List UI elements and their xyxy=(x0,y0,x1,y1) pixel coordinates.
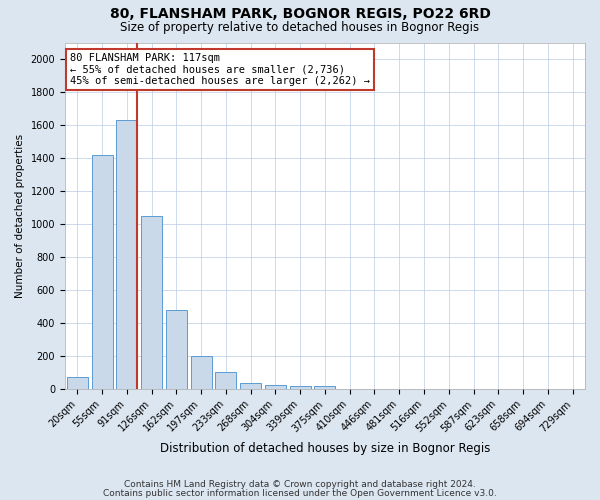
Bar xyxy=(141,216,162,389)
Text: 80, FLANSHAM PARK, BOGNOR REGIS, PO22 6RD: 80, FLANSHAM PARK, BOGNOR REGIS, PO22 6R… xyxy=(110,8,490,22)
Text: Size of property relative to detached houses in Bognor Regis: Size of property relative to detached ho… xyxy=(121,21,479,34)
Text: Contains HM Land Registry data © Crown copyright and database right 2024.: Contains HM Land Registry data © Crown c… xyxy=(124,480,476,489)
Bar xyxy=(191,356,212,389)
Bar xyxy=(116,120,137,389)
Text: Contains public sector information licensed under the Open Government Licence v3: Contains public sector information licen… xyxy=(103,488,497,498)
Bar xyxy=(240,383,261,389)
Text: 80 FLANSHAM PARK: 117sqm
← 55% of detached houses are smaller (2,736)
45% of sem: 80 FLANSHAM PARK: 117sqm ← 55% of detach… xyxy=(70,53,370,86)
Y-axis label: Number of detached properties: Number of detached properties xyxy=(15,134,25,298)
X-axis label: Distribution of detached houses by size in Bognor Regis: Distribution of detached houses by size … xyxy=(160,442,490,455)
Bar xyxy=(166,310,187,389)
Bar xyxy=(265,385,286,389)
Bar xyxy=(67,376,88,389)
Bar xyxy=(314,386,335,389)
Bar xyxy=(290,386,311,389)
Bar xyxy=(92,154,113,389)
Bar xyxy=(215,372,236,389)
